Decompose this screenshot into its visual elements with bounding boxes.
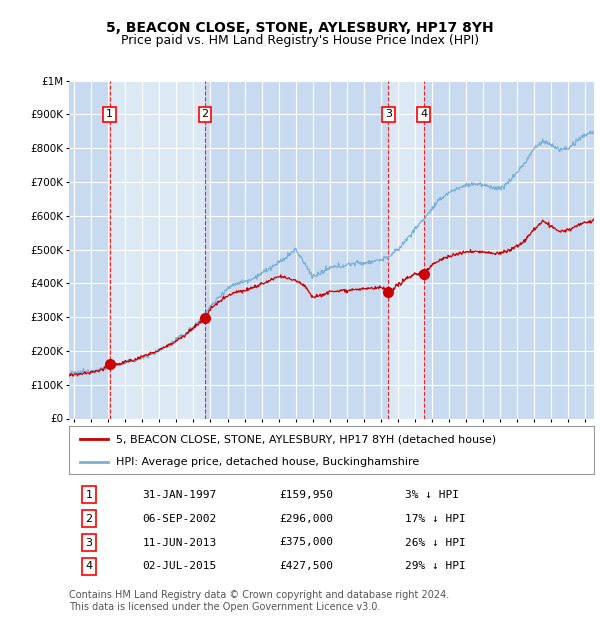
- Text: 4: 4: [420, 109, 427, 120]
- Text: 1: 1: [106, 109, 113, 120]
- Bar: [69, 81, 110, 419]
- Bar: [388, 81, 424, 419]
- Text: 02-JUL-2015: 02-JUL-2015: [143, 561, 217, 572]
- Text: 5, BEACON CLOSE, STONE, AYLESBURY, HP17 8YH (detached house): 5, BEACON CLOSE, STONE, AYLESBURY, HP17 …: [116, 435, 496, 445]
- Text: £427,500: £427,500: [279, 561, 333, 572]
- Text: 26% ↓ HPI: 26% ↓ HPI: [405, 538, 466, 547]
- Text: £296,000: £296,000: [279, 513, 333, 524]
- Bar: [424, 81, 594, 419]
- Text: £375,000: £375,000: [279, 538, 333, 547]
- Text: 31-JAN-1997: 31-JAN-1997: [143, 490, 217, 500]
- Text: Contains HM Land Registry data © Crown copyright and database right 2024.
This d: Contains HM Land Registry data © Crown c…: [69, 590, 449, 612]
- Text: £159,950: £159,950: [279, 490, 333, 500]
- Bar: [110, 81, 205, 419]
- Text: 2: 2: [85, 513, 92, 524]
- Text: 06-SEP-2002: 06-SEP-2002: [143, 513, 217, 524]
- Text: 29% ↓ HPI: 29% ↓ HPI: [405, 561, 466, 572]
- Text: HPI: Average price, detached house, Buckinghamshire: HPI: Average price, detached house, Buck…: [116, 457, 419, 467]
- Text: 1: 1: [85, 490, 92, 500]
- Text: 3% ↓ HPI: 3% ↓ HPI: [405, 490, 459, 500]
- Text: 2: 2: [202, 109, 209, 120]
- Text: Price paid vs. HM Land Registry's House Price Index (HPI): Price paid vs. HM Land Registry's House …: [121, 34, 479, 46]
- Text: 11-JUN-2013: 11-JUN-2013: [143, 538, 217, 547]
- Text: 3: 3: [385, 109, 392, 120]
- Text: 3: 3: [85, 538, 92, 547]
- Text: 4: 4: [85, 561, 92, 572]
- Text: 5, BEACON CLOSE, STONE, AYLESBURY, HP17 8YH: 5, BEACON CLOSE, STONE, AYLESBURY, HP17 …: [106, 21, 494, 35]
- Text: 17% ↓ HPI: 17% ↓ HPI: [405, 513, 466, 524]
- Bar: [205, 81, 388, 419]
